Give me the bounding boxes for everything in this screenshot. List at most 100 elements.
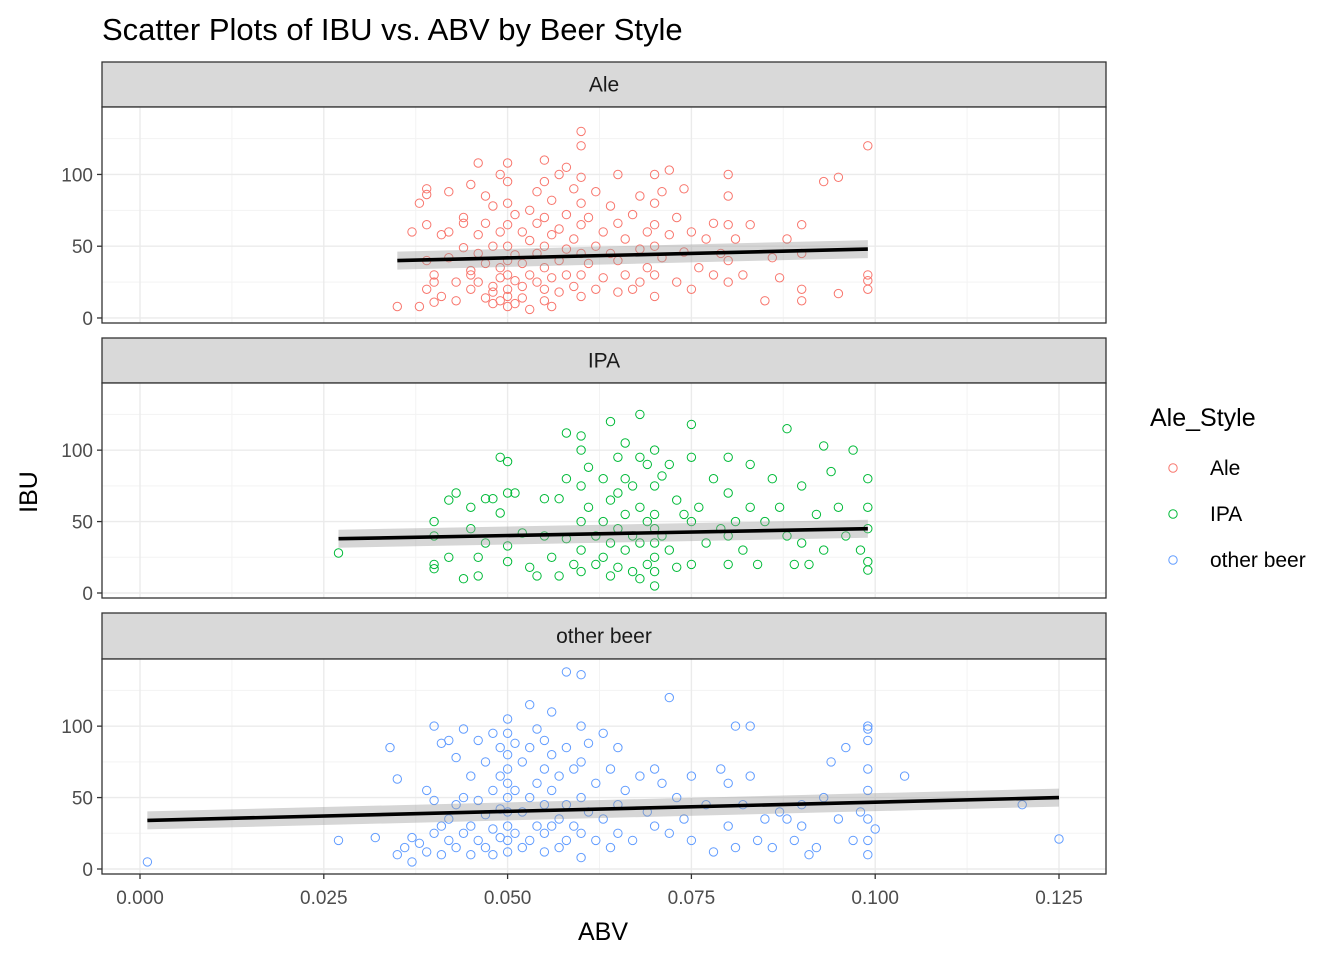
data-point bbox=[613, 742, 623, 753]
data-point bbox=[863, 785, 873, 796]
data-point bbox=[664, 828, 674, 838]
data-point bbox=[576, 198, 586, 208]
data-point bbox=[539, 241, 550, 251]
data-point bbox=[458, 574, 469, 584]
data-point bbox=[642, 459, 652, 470]
data-point bbox=[826, 466, 836, 477]
data-point bbox=[591, 284, 601, 294]
data-point bbox=[429, 516, 439, 527]
data-point bbox=[502, 488, 513, 498]
data-point bbox=[863, 850, 873, 860]
data-point bbox=[605, 764, 616, 774]
panel-background bbox=[102, 383, 1106, 598]
data-point bbox=[863, 474, 873, 484]
data-point bbox=[686, 227, 697, 237]
data-point bbox=[458, 218, 469, 229]
data-point bbox=[782, 424, 792, 434]
data-point bbox=[583, 258, 594, 269]
data-point bbox=[554, 224, 564, 234]
data-point bbox=[723, 191, 733, 201]
data-point bbox=[598, 273, 608, 283]
data-point bbox=[701, 234, 711, 244]
data-point bbox=[429, 564, 439, 574]
data-point bbox=[466, 821, 476, 831]
data-point bbox=[627, 566, 638, 577]
data-point bbox=[774, 273, 785, 283]
data-point bbox=[444, 187, 454, 197]
data-point bbox=[649, 581, 660, 591]
data-point bbox=[635, 409, 645, 420]
data-point bbox=[804, 559, 814, 570]
data-point bbox=[863, 724, 873, 734]
data-point bbox=[576, 431, 586, 441]
data-point bbox=[502, 270, 513, 280]
data-point bbox=[635, 452, 645, 462]
y-tick-label: 50 bbox=[72, 513, 93, 534]
data-point bbox=[392, 301, 402, 312]
data-point bbox=[627, 835, 638, 846]
data-point bbox=[561, 835, 572, 846]
data-point bbox=[605, 416, 616, 427]
data-point bbox=[539, 847, 550, 857]
data-point bbox=[502, 158, 513, 168]
data-point bbox=[730, 842, 741, 853]
data-point bbox=[473, 795, 483, 806]
data-point bbox=[686, 419, 697, 430]
data-point bbox=[539, 212, 550, 223]
data-point bbox=[583, 738, 594, 748]
data-point bbox=[613, 488, 623, 498]
chart-title: Scatter Plots of IBU vs. ABV by Beer Sty… bbox=[102, 12, 683, 47]
legend-title: Ale_Style bbox=[1150, 404, 1256, 432]
data-point bbox=[414, 198, 425, 208]
data-point bbox=[444, 735, 454, 746]
data-point bbox=[664, 165, 674, 175]
data-point bbox=[547, 301, 557, 312]
y-tick-label: 100 bbox=[61, 441, 93, 462]
data-point bbox=[649, 764, 660, 774]
data-point bbox=[502, 821, 513, 831]
data-point bbox=[488, 494, 498, 504]
data-point bbox=[547, 273, 557, 283]
data-point bbox=[598, 474, 608, 484]
data-point bbox=[730, 721, 741, 731]
data-point bbox=[525, 304, 535, 315]
data-point bbox=[686, 452, 697, 462]
data-point bbox=[532, 218, 542, 229]
data-point bbox=[407, 832, 417, 843]
data-point bbox=[502, 728, 513, 738]
data-point bbox=[488, 287, 498, 297]
data-point bbox=[576, 792, 586, 803]
facet-panels: Ale 0 50 100 IPA 0 50 100 other beer 0 50 100 0.000 0… bbox=[61, 61, 1107, 909]
data-point bbox=[605, 538, 616, 548]
data-point bbox=[525, 742, 535, 753]
data-point bbox=[458, 212, 469, 223]
data-point bbox=[841, 531, 851, 541]
data-point bbox=[554, 814, 564, 824]
data-point bbox=[672, 562, 682, 572]
legend-label: Ale bbox=[1210, 457, 1240, 480]
data-point bbox=[694, 502, 704, 512]
data-point bbox=[899, 771, 910, 781]
data-point bbox=[664, 459, 674, 470]
data-point bbox=[466, 179, 476, 190]
data-point bbox=[620, 509, 630, 520]
data-point bbox=[480, 538, 491, 548]
data-point bbox=[598, 814, 608, 824]
data-point bbox=[414, 301, 425, 312]
y-tick-label: 0 bbox=[82, 860, 93, 881]
data-point bbox=[532, 778, 542, 788]
data-point bbox=[554, 571, 564, 581]
data-point bbox=[797, 296, 807, 306]
data-point bbox=[502, 714, 513, 724]
data-point bbox=[576, 291, 586, 302]
data-point bbox=[605, 571, 616, 581]
data-point bbox=[797, 821, 807, 831]
data-point bbox=[672, 495, 682, 505]
data-point bbox=[488, 824, 498, 834]
data-point bbox=[767, 253, 777, 263]
data-point bbox=[863, 565, 873, 575]
data-point bbox=[451, 277, 461, 287]
data-point bbox=[517, 281, 527, 292]
data-point bbox=[473, 277, 483, 287]
